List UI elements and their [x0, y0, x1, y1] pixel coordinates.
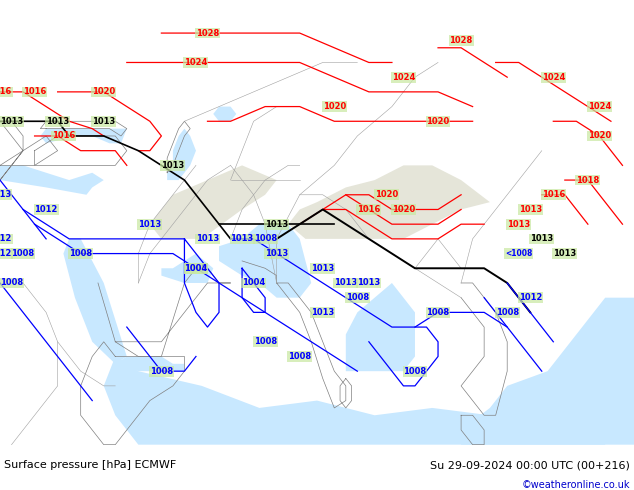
Text: 1008: 1008	[346, 293, 369, 302]
Text: Su 29-09-2024 00:00 UTC (00+216): Su 29-09-2024 00:00 UTC (00+216)	[430, 460, 630, 470]
Text: 1024: 1024	[184, 58, 208, 67]
Text: 1008: 1008	[254, 234, 276, 244]
Text: 1013: 1013	[161, 161, 184, 170]
Text: 1013: 1013	[311, 264, 334, 273]
Text: 1013: 1013	[507, 220, 531, 229]
Text: 1013: 1013	[553, 249, 576, 258]
Text: ©weatheronline.co.uk: ©weatheronline.co.uk	[522, 480, 630, 490]
Text: 1008: 1008	[150, 367, 173, 376]
Text: 1008: 1008	[427, 308, 450, 317]
Text: 1004: 1004	[242, 278, 265, 288]
Text: 1020: 1020	[392, 205, 415, 214]
Text: 1013: 1013	[0, 117, 23, 126]
Text: 1016: 1016	[23, 87, 46, 97]
Text: 1013: 1013	[138, 220, 162, 229]
Text: 1013: 1013	[357, 278, 380, 288]
Text: 1028: 1028	[196, 28, 219, 38]
Text: 1012: 1012	[0, 234, 11, 244]
Text: 1012: 1012	[519, 293, 542, 302]
Text: 1004: 1004	[184, 264, 207, 273]
Text: 1020: 1020	[588, 131, 611, 141]
Text: 1013: 1013	[519, 205, 542, 214]
Text: 1020: 1020	[375, 190, 398, 199]
Text: 1016: 1016	[541, 190, 565, 199]
Text: 1024: 1024	[588, 102, 611, 111]
Text: 1008: 1008	[496, 308, 519, 317]
Text: 1013: 1013	[46, 117, 69, 126]
Text: 1024: 1024	[392, 73, 415, 82]
Text: 1013: 1013	[92, 117, 115, 126]
Text: 1008: 1008	[288, 352, 311, 361]
Text: 1016: 1016	[52, 131, 75, 141]
Text: 1024: 1024	[541, 73, 565, 82]
Text: 1020: 1020	[323, 102, 346, 111]
Text: 1013: 1013	[530, 234, 553, 244]
Text: 1008: 1008	[184, 264, 207, 273]
Text: 1028: 1028	[450, 36, 473, 45]
Text: 1012: 1012	[34, 205, 58, 214]
Text: <1008: <1008	[505, 249, 533, 258]
Text: 1008: 1008	[254, 337, 276, 346]
Text: 1013: 1013	[265, 249, 288, 258]
Text: 1013: 1013	[265, 220, 288, 229]
Text: 1020: 1020	[427, 117, 450, 126]
Text: Surface pressure [hPa] ECMWF: Surface pressure [hPa] ECMWF	[4, 460, 176, 470]
Text: 1008: 1008	[11, 249, 35, 258]
Text: 1012: 1012	[0, 249, 11, 258]
Text: 1018: 1018	[576, 175, 600, 185]
Text: 1008: 1008	[69, 249, 93, 258]
Text: 1013: 1013	[311, 308, 334, 317]
Text: 1013: 1013	[0, 190, 11, 199]
Text: 1016: 1016	[0, 87, 11, 97]
Text: 1013: 1013	[334, 278, 358, 288]
Text: 1008: 1008	[0, 278, 23, 288]
Text: 1013: 1013	[230, 234, 254, 244]
Text: 1013: 1013	[196, 234, 219, 244]
Text: 1016: 1016	[357, 205, 380, 214]
Text: 1020: 1020	[92, 87, 115, 97]
Text: 1008: 1008	[403, 367, 427, 376]
